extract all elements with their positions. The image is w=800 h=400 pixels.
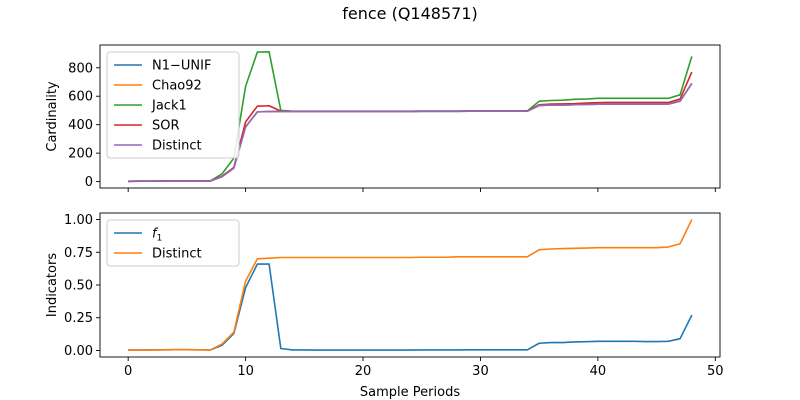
series-line-4	[128, 82, 693, 183]
legend-label: Distinct	[152, 247, 202, 262]
indicators-panel: 0 10 20 30 40 50 0.00 0.25 0.50 0.75 1.00 Indicator…	[45, 212, 724, 379]
x-tick-label: 30	[472, 364, 489, 379]
legend-label: Chao92	[152, 79, 202, 94]
figure-title: fence (Q148571)	[342, 4, 478, 23]
x-axis-label: Sample Periods	[360, 385, 460, 400]
plot-frame	[99, 44, 721, 189]
legend-label: SOR	[152, 119, 180, 134]
series-line-0	[128, 263, 693, 351]
y-tick-label: 0.50	[64, 279, 93, 294]
y-axis-label: Indicators	[45, 253, 60, 317]
x-tick-label: 40	[590, 364, 607, 379]
legend-label: N1−UNIF	[152, 59, 211, 74]
legend-label: f1	[152, 227, 162, 244]
y-tick-label: 600	[68, 90, 93, 105]
y-tick-label: 200	[68, 147, 93, 162]
y-tick-label: 1.00	[64, 213, 93, 228]
legend-box	[106, 219, 240, 267]
y-tick-label: 0	[85, 175, 93, 190]
y-tick-label: 0.75	[64, 246, 93, 261]
y-tick-label: 0.25	[64, 311, 93, 326]
x-tick-label: 20	[355, 364, 372, 379]
x-tick-label: 10	[237, 364, 254, 379]
y-tick-label: 0.00	[64, 344, 93, 359]
y-tick-label: 800	[68, 61, 93, 76]
x-tick-label: 0	[124, 364, 132, 379]
legend-label: Distinct	[152, 139, 202, 154]
legend-box	[106, 51, 240, 159]
cardinality-panel: 0 200 400 600 800 Cardinality N1−UNIF Chao92 Jac…	[45, 44, 721, 192]
y-axis-label: Cardinality	[45, 81, 60, 152]
series-line-1	[128, 219, 693, 351]
y-tick-label: 400	[68, 118, 93, 133]
legend-label: Jack1	[151, 99, 187, 114]
x-tick-label: 50	[707, 364, 724, 379]
